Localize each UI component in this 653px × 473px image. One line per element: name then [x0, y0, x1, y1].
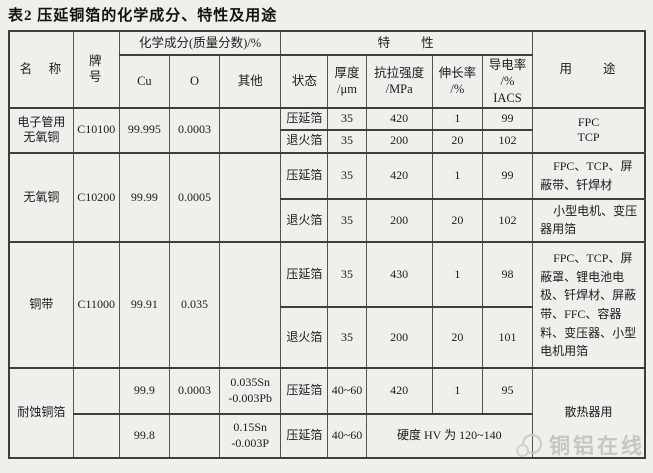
cell-cu: 99.99: [118, 151, 170, 243]
table-row: Cu O 其他 状态 厚度 /μm 抗拉强度 /MPa 伸长率 /% 导电率 /…: [9, 54, 645, 109]
copper-foil-properties-table: 名 称 牌 号 化学成分(质量分数)/% 特 性 用 途 Cu O 其他 状态 …: [8, 30, 646, 459]
header-o: O: [168, 54, 221, 109]
header-other: 其他: [219, 54, 282, 109]
watermark: 铜铝在线: [516, 430, 645, 460]
table-row: 铜带 C11000 99.91 0.035 压延箔 35 430 1 98 FP…: [8, 240, 646, 369]
cell-conductivity: 102: [481, 128, 534, 154]
header-conductivity: 导电率 /% IACS: [481, 54, 534, 109]
cell-other: [219, 240, 282, 369]
header-cu: Cu: [118, 54, 170, 109]
cell-conductivity: 95: [481, 366, 534, 415]
cell-thickness: 35: [327, 197, 367, 243]
table-row: 退火箔 35 200 20 101: [9, 305, 645, 369]
cell-tensile: 420: [365, 366, 433, 415]
header-use: 用 途: [532, 30, 646, 109]
cell-state: 退火箔: [280, 197, 329, 243]
cell-name: 耐蚀铜箔: [8, 366, 74, 459]
header-chem-group: 化学成分(质量分数)/%: [118, 30, 282, 56]
cell-thickness: 35: [327, 106, 367, 131]
cell-thickness: 40~60: [327, 366, 367, 415]
cell-use: FPC、TCP、屏蔽带、钎焊材: [532, 151, 646, 200]
cell-cu: 99.9: [118, 366, 170, 415]
cell-name: 无氧铜: [8, 151, 74, 243]
table-row: 退火箔 35 200 20 102 小型电机、变压器用箔: [9, 197, 646, 243]
cell-state: 退火箔: [280, 128, 329, 154]
cell-tensile: 200: [365, 197, 433, 243]
cell-tensile: 200: [365, 305, 433, 369]
watermark-logo-icon: [516, 433, 542, 457]
table-row: 99.8 0.15Sn -0.003P 压延箔 40~60 硬度 HV 为 12…: [9, 412, 645, 459]
cell-elongation: 20: [431, 128, 483, 154]
table-row: 退火箔 35 200 20 102: [9, 128, 645, 154]
cell-thickness: 35: [327, 305, 367, 369]
cell-tensile: 420: [365, 106, 433, 131]
cell-o: 0.0005: [168, 151, 221, 243]
cell-use: 散热器用: [532, 366, 646, 459]
cell-grade: C10200: [72, 151, 120, 243]
cell-o: 0.0003: [168, 366, 221, 415]
header-elongation: 伸长率 /%: [431, 54, 483, 109]
watermark-text: 铜铝在线: [549, 434, 645, 458]
cell-use: FPC、TCP、屏蔽罩、锂电池电极、钎焊材、屏蔽带、FFC、容器料、变压器、小型…: [532, 240, 646, 369]
cell-tensile: 430: [365, 240, 433, 308]
cell-thickness: 35: [327, 151, 367, 200]
cell-use: FPC TCP: [532, 106, 646, 154]
cell-thickness: 35: [327, 240, 367, 308]
cell-conductivity: 101: [481, 305, 534, 369]
cell-o: 0.035: [168, 240, 221, 369]
cell-grade: [72, 412, 120, 459]
cell-thickness: 35: [327, 128, 367, 154]
header-name: 名 称: [8, 30, 74, 109]
cell-elongation: 1: [431, 366, 483, 415]
header-thickness: 厚度 /μm: [327, 54, 367, 109]
cell-grade: [72, 366, 120, 415]
cell-conductivity: 102: [481, 197, 534, 243]
cell-elongation: 1: [431, 106, 483, 131]
cell-name: 电子管用 无氧铜: [8, 106, 74, 154]
table-row: 无氧铜 C10200 99.99 0.0005 压延箔 35 420 1 99 …: [8, 151, 646, 243]
cell-thickness: 40~60: [327, 412, 367, 459]
cell-cu: 99.8: [118, 412, 170, 459]
cell-cu: 99.995: [118, 106, 170, 154]
cell-use: 小型电机、变压器用箔: [532, 197, 646, 243]
cell-o: [168, 412, 221, 459]
header-props-group: 特 性: [280, 30, 534, 56]
cell-other: [219, 106, 282, 154]
logo-circle-small: [516, 444, 529, 457]
header-grade: 牌 号: [72, 30, 120, 109]
table-row: 耐蚀铜箔 99.9 0.0003 0.035Sn -0.003Pb 压延箔 40…: [8, 366, 646, 459]
cell-elongation: 20: [431, 197, 483, 243]
page-title: 表2 压延铜箔的化学成分、特性及用途: [8, 8, 278, 24]
cell-other: 0.035Sn -0.003Pb: [219, 366, 282, 415]
cell-name: 铜带: [8, 240, 74, 369]
cell-state: 压延箔: [280, 366, 329, 415]
cell-grade: C10100: [72, 106, 120, 154]
cell-other: 0.15Sn -0.003P: [219, 412, 282, 459]
cell-cu: 99.91: [118, 240, 170, 369]
cell-elongation: 1: [431, 240, 483, 308]
cell-grade: C11000: [72, 240, 120, 369]
cell-conductivity: 98: [481, 240, 534, 308]
cell-tensile: 420: [365, 151, 433, 200]
cell-tensile: 200: [365, 128, 433, 154]
cell-conductivity: 99: [481, 106, 534, 131]
table-row: 名 称 牌 号 化学成分(质量分数)/% 特 性 用 途: [8, 30, 646, 109]
table-row: 电子管用 无氧铜 C10100 99.995 0.0003 压延箔 35 420…: [8, 106, 646, 154]
cell-state: 压延箔: [280, 240, 329, 308]
cell-elongation: 20: [431, 305, 483, 369]
cell-conductivity: 99: [481, 151, 534, 200]
cell-elongation: 1: [431, 151, 483, 200]
cell-state: 退火箔: [280, 305, 329, 369]
header-tensile: 抗拉强度 /MPa: [365, 54, 433, 109]
cell-o: 0.0003: [168, 106, 221, 154]
cell-state: 压延箔: [280, 151, 329, 200]
header-state: 状态: [280, 54, 329, 109]
cell-state: 压延箔: [280, 106, 329, 131]
cell-other: [219, 151, 282, 243]
cell-hardness: 硬度 HV 为 120~140: [365, 412, 534, 459]
cell-state: 压延箔: [280, 412, 329, 459]
